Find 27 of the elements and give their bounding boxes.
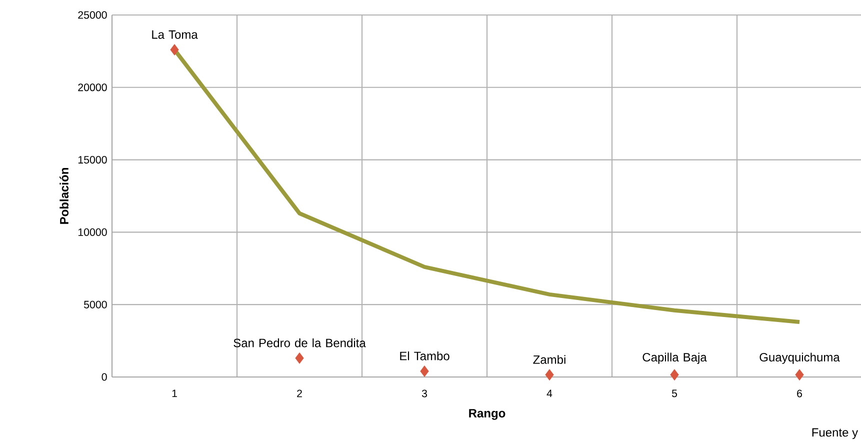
y-tick-label: 20000 <box>78 84 107 92</box>
point <box>295 352 304 364</box>
x-tick-label: 6 <box>797 390 802 398</box>
annotation: Guayquichuma <box>760 352 840 364</box>
annotation: Capilla Baja <box>642 352 707 364</box>
x-tick-label: 4 <box>546 390 552 398</box>
point <box>795 369 804 380</box>
annotation: San Pedro de la Bendita <box>234 338 366 348</box>
annotation: Zambi <box>533 355 566 364</box>
x-tick-label: 2 <box>297 390 302 398</box>
y-axis-title: Población <box>60 168 68 224</box>
x-tick-label: 5 <box>672 390 678 398</box>
source-note: Fuente y <box>812 428 858 440</box>
y-tick-label: 5000 <box>84 300 107 308</box>
x-tick-label: 1 <box>172 390 177 398</box>
y-tick-label: 25000 <box>78 11 107 19</box>
x-tick-label: 3 <box>422 390 427 398</box>
y-tick-label: 10000 <box>78 228 107 236</box>
x-axis-title: Rango <box>469 409 506 420</box>
annotation: El Tambo <box>400 351 450 360</box>
point <box>170 44 179 56</box>
y-tick-label: 0 <box>102 373 107 381</box>
annotation: La Toma <box>152 30 198 39</box>
point <box>670 369 679 380</box>
point <box>545 369 554 380</box>
y-tick-label: 15000 <box>78 156 107 164</box>
point <box>420 366 429 377</box>
